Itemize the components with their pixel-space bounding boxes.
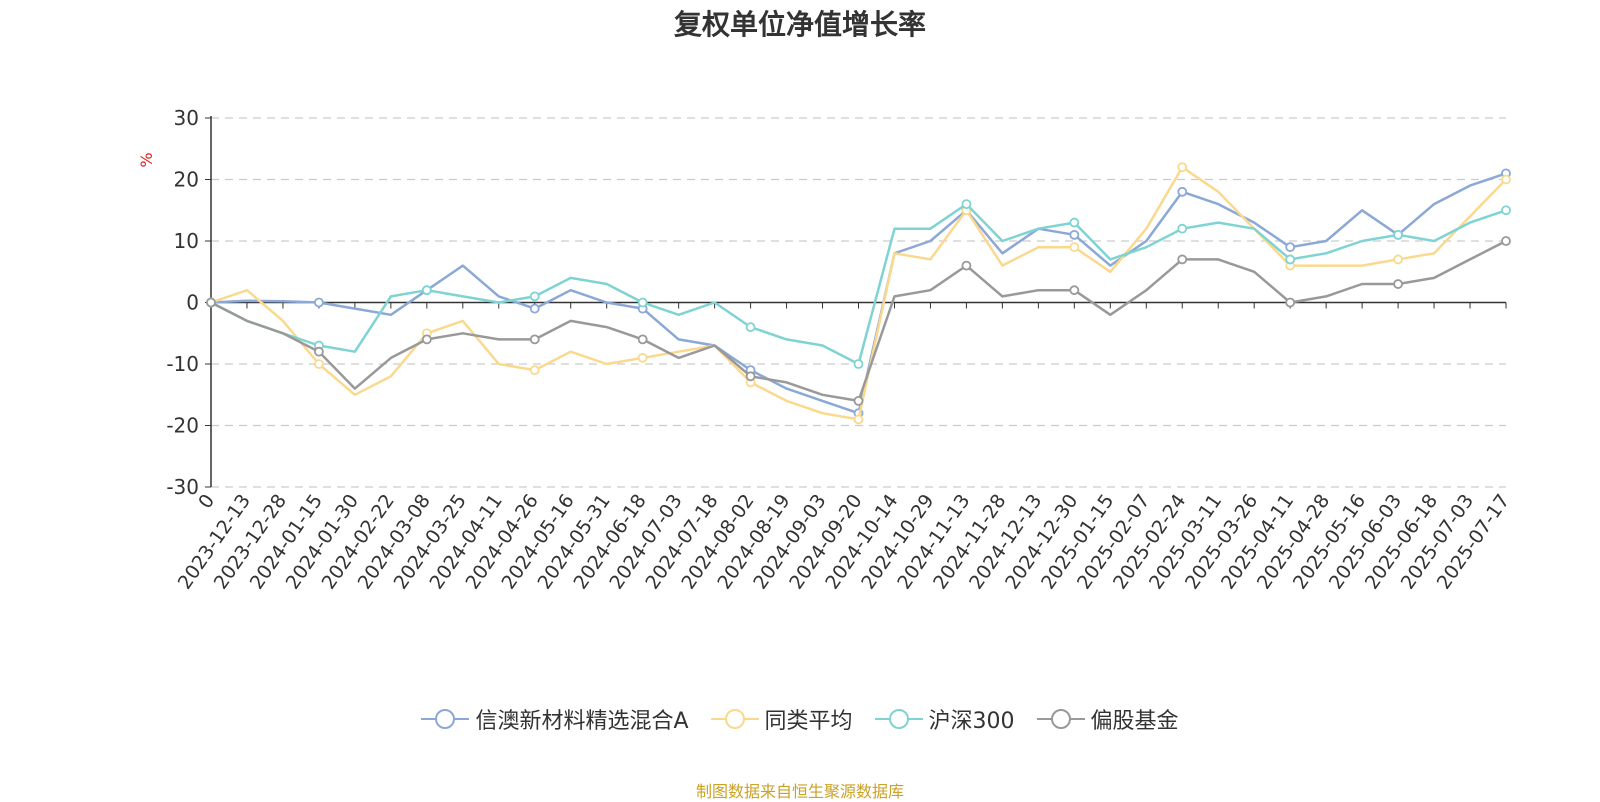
y-axis: 30 20 10 0 -10 -20 -30: [166, 106, 212, 499]
series-2: [206, 199, 1511, 369]
legend-label: 偏股基金: [1090, 709, 1179, 734]
chart-title: 复权单位净值增长率: [674, 8, 926, 41]
data-point: [1069, 285, 1080, 296]
series-3: [206, 236, 1511, 406]
data-point: [1393, 254, 1403, 265]
data-point: [1177, 254, 1188, 265]
data-point: [206, 297, 216, 308]
data-point: [1177, 186, 1188, 197]
data-point: [314, 297, 324, 308]
data-point: [745, 371, 756, 382]
data-point: [1501, 205, 1511, 216]
data-point: [314, 346, 324, 357]
chart-legend: 信澳新材料精选混合A 同类平均 沪深300 偏股基金: [0, 703, 1600, 735]
y-tick-label: 20: [174, 168, 199, 192]
data-point: [529, 365, 540, 376]
data-point: [853, 414, 864, 425]
series-lines: [206, 162, 1511, 425]
legend-swatch-icon: [874, 709, 923, 729]
data-point: [1285, 242, 1296, 253]
data-point: [1393, 229, 1403, 240]
data-point: [637, 352, 648, 363]
legend-item[interactable]: 偏股基金: [1036, 703, 1179, 735]
data-point: [961, 260, 972, 271]
data-point: [1393, 279, 1403, 289]
x-tick-label: 0: [194, 490, 219, 513]
legend-swatch-icon: [1036, 709, 1085, 729]
data-point: [1069, 229, 1080, 240]
legend-item[interactable]: 同类平均: [710, 703, 853, 735]
data-point: [421, 334, 432, 345]
data-point: [745, 322, 756, 333]
data-point: [637, 334, 648, 345]
data-point: [529, 291, 540, 302]
grid-lines: [211, 117, 1506, 488]
source-footer: 制图数据来自恒生聚源数据库: [695, 782, 904, 801]
y-tick-label: 0: [186, 291, 199, 315]
y-tick-label: -10: [166, 352, 199, 376]
legend-item[interactable]: 信澳新材料精选混合A: [421, 703, 689, 735]
data-point: [1069, 217, 1080, 228]
data-point: [961, 199, 972, 210]
legend-swatch-icon: [421, 709, 470, 729]
y-tick-label: -30: [166, 475, 199, 499]
legend-item[interactable]: 沪深300: [874, 703, 1015, 735]
data-point: [853, 359, 864, 369]
legend-label: 沪深300: [928, 709, 1015, 734]
legend-label: 信澳新材料精选混合A: [475, 709, 689, 734]
series-line: [210, 202, 1507, 366]
data-point: [1285, 254, 1296, 265]
data-point: [314, 359, 324, 369]
data-point: [637, 297, 648, 308]
data-point: [1501, 174, 1511, 185]
data-point: [1069, 242, 1080, 253]
y-tick-label: -20: [166, 414, 199, 438]
y-axis-unit: %: [137, 152, 156, 167]
y-tick-label: 30: [174, 106, 199, 130]
data-point: [1501, 236, 1511, 246]
data-point: [853, 395, 864, 406]
data-point: [1285, 297, 1296, 308]
legend-label: 同类平均: [764, 709, 853, 734]
x-axis: 02023-12-132023-12-282024-01-152024-01-3…: [174, 301, 1514, 593]
data-point: [1177, 223, 1188, 234]
data-point: [529, 303, 540, 314]
data-point: [529, 334, 540, 345]
legend-swatch-icon: [710, 709, 759, 729]
y-tick-label: 10: [174, 229, 199, 253]
data-point: [421, 285, 432, 296]
data-point: [1177, 162, 1188, 173]
